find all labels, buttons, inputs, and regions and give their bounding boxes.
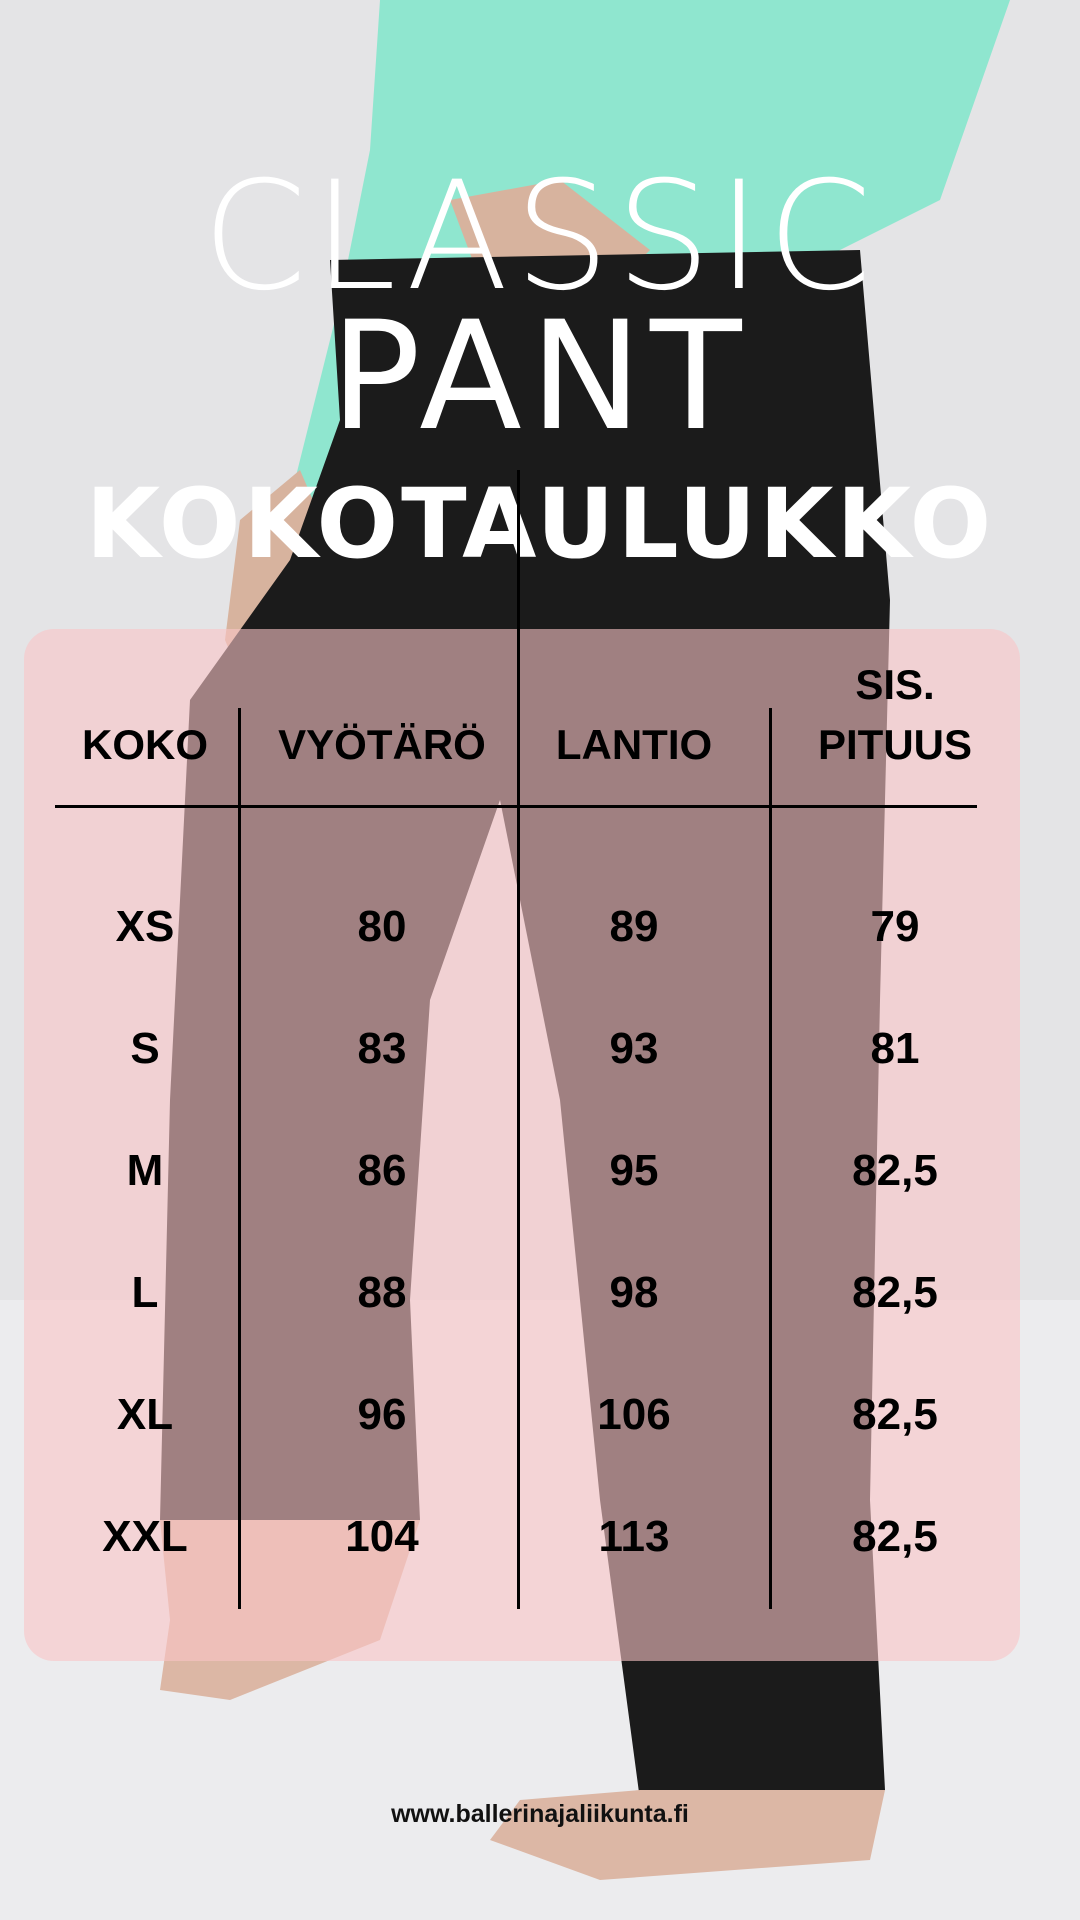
- title-classic: CLASSIC: [202, 150, 878, 324]
- column-divider: [769, 708, 772, 1609]
- cell-inseam: 82,5: [852, 1390, 938, 1439]
- header-divider: [55, 805, 977, 808]
- cell-waist: 83: [357, 1024, 407, 1073]
- cell-inseam: 82,5: [852, 1146, 938, 1195]
- cell-size: S: [130, 1024, 160, 1073]
- header-pituus: PITUUS: [817, 721, 972, 768]
- header-vyotaro: VYÖTÄRÖ: [278, 721, 486, 768]
- website-url: www.ballerinajaliikunta.fi: [391, 1800, 689, 1828]
- column-divider: [238, 708, 241, 1609]
- header-koko: KOKO: [82, 721, 208, 768]
- cell-hip: 113: [598, 1512, 670, 1561]
- cell-waist: 80: [357, 902, 407, 951]
- cell-inseam: 82,5: [852, 1268, 938, 1317]
- column-divider: [517, 470, 520, 1609]
- cell-waist: 88: [357, 1268, 407, 1317]
- cell-hip: 93: [609, 1024, 659, 1073]
- cell-waist: 104: [345, 1512, 419, 1561]
- cell-size: M: [126, 1146, 164, 1195]
- cell-inseam: 82,5: [852, 1512, 938, 1561]
- cell-hip: 98: [609, 1268, 659, 1317]
- cell-waist: 96: [357, 1390, 407, 1439]
- cell-inseam: 79: [870, 902, 920, 951]
- cell-size: XXL: [102, 1512, 188, 1561]
- header-sis: SIS.: [855, 661, 935, 708]
- cell-hip: 89: [609, 902, 659, 951]
- cell-hip: 106: [597, 1390, 671, 1439]
- size-table-panel: [24, 629, 1020, 1661]
- header-lantio: LANTIO: [555, 721, 713, 768]
- title-kokotaulukko: KOKOTAULUKKO: [85, 468, 995, 580]
- title-pant: PANT: [330, 290, 750, 464]
- cell-size: L: [131, 1268, 159, 1317]
- right-foot: [490, 1790, 885, 1880]
- cell-inseam: 81: [870, 1024, 920, 1073]
- cell-waist: 86: [357, 1146, 407, 1195]
- cell-size: XL: [116, 1390, 174, 1439]
- cell-size: XS: [115, 902, 175, 951]
- cell-hip: 95: [609, 1146, 659, 1195]
